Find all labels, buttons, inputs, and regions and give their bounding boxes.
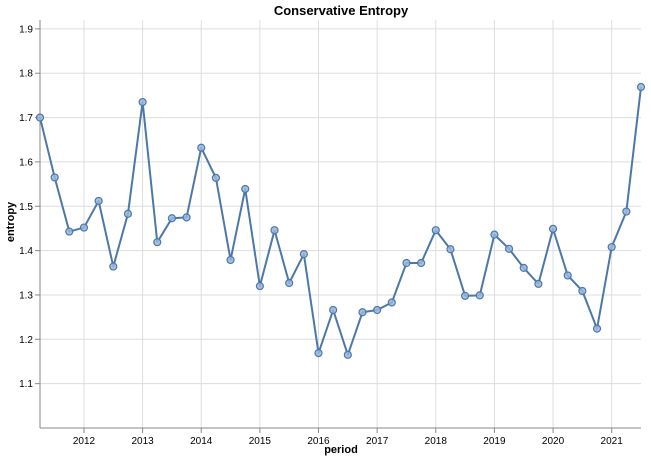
data-point bbox=[285, 278, 294, 288]
data-point bbox=[343, 350, 352, 359]
data-point bbox=[607, 242, 616, 252]
y-tick-label: 1.8 bbox=[19, 69, 33, 80]
data-point bbox=[534, 279, 543, 288]
data-point bbox=[123, 209, 133, 218]
data-point bbox=[255, 281, 264, 291]
data-point bbox=[504, 244, 514, 253]
data-point bbox=[94, 196, 103, 206]
data-point bbox=[329, 305, 338, 315]
data-point bbox=[226, 255, 235, 265]
x-tick-label: 2016 bbox=[307, 436, 330, 447]
axes: 1.1 1.2 1.3 1.4 1.5 1.6 1.7 1.8 1.9 2012 2013 2014 2… bbox=[19, 20, 641, 447]
data-point bbox=[299, 250, 308, 259]
data-point bbox=[387, 298, 396, 307]
data-point bbox=[431, 226, 440, 235]
data-point bbox=[109, 262, 118, 271]
x-tick-label: 2019 bbox=[483, 436, 506, 447]
y-tick-label: 1.4 bbox=[19, 246, 33, 257]
y-axis-title: entropy bbox=[5, 201, 17, 242]
data-point bbox=[314, 348, 323, 358]
data-point bbox=[373, 305, 382, 315]
data-point bbox=[460, 291, 470, 300]
x-tick-label: 2018 bbox=[425, 436, 448, 447]
x-tick-label: 2020 bbox=[542, 436, 565, 447]
data-point bbox=[182, 213, 191, 222]
grid bbox=[40, 20, 641, 428]
data-series bbox=[35, 82, 646, 359]
data-point bbox=[358, 308, 367, 317]
x-tick-label: 2015 bbox=[249, 436, 272, 447]
data-point bbox=[475, 291, 484, 300]
chart-title: Conservative Entropy bbox=[274, 3, 409, 18]
data-point bbox=[519, 263, 528, 273]
x-tick-label: 2017 bbox=[366, 436, 389, 447]
data-point bbox=[490, 230, 499, 239]
data-point bbox=[563, 271, 572, 280]
data-point bbox=[50, 173, 59, 182]
data-point bbox=[35, 113, 45, 122]
y-tick-label: 1.3 bbox=[19, 290, 33, 301]
data-point bbox=[197, 143, 206, 152]
data-point bbox=[79, 223, 89, 232]
x-tick-label: 2014 bbox=[190, 436, 213, 447]
y-tick-label: 1.6 bbox=[19, 157, 33, 168]
x-tick-label: 2012 bbox=[73, 436, 96, 447]
x-axis-title: period bbox=[324, 444, 358, 456]
data-point bbox=[446, 245, 455, 254]
y-tick-label: 1.9 bbox=[19, 24, 33, 35]
y-tick-label: 1.5 bbox=[19, 202, 33, 213]
y-tick-label: 1.1 bbox=[19, 379, 33, 390]
x-tick-label: 2013 bbox=[131, 436, 154, 447]
data-point bbox=[241, 184, 250, 194]
data-point bbox=[138, 97, 147, 107]
data-point bbox=[592, 324, 602, 333]
data-point bbox=[636, 82, 646, 92]
x-tick-label: 2021 bbox=[601, 436, 624, 447]
series-line bbox=[39, 86, 642, 356]
data-point bbox=[153, 238, 162, 247]
data-point bbox=[65, 227, 74, 236]
data-point bbox=[417, 258, 426, 268]
y-tick-label: 1.2 bbox=[19, 335, 33, 346]
y-tick-label: 1.7 bbox=[19, 113, 33, 124]
data-point bbox=[548, 224, 558, 233]
data-point bbox=[622, 207, 631, 216]
data-point bbox=[578, 286, 587, 296]
data-point bbox=[211, 173, 221, 182]
data-point bbox=[402, 258, 411, 268]
data-point bbox=[167, 214, 177, 223]
data-point bbox=[270, 226, 279, 235]
